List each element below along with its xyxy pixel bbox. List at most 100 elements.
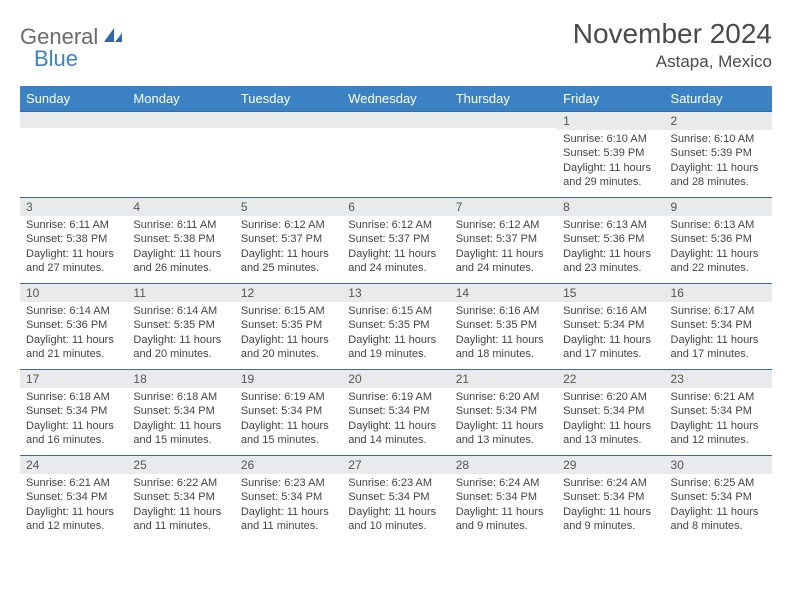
daylight-text: Daylight: 11 hours and 20 minutes. xyxy=(241,333,336,362)
day-number: 26 xyxy=(235,456,342,474)
header: General November 2024 Astapa, Mexico xyxy=(20,18,772,72)
sunset-text: Sunset: 5:34 PM xyxy=(563,490,658,504)
day-details: Sunrise: 6:15 AMSunset: 5:35 PMDaylight:… xyxy=(235,302,342,365)
daylight-text: Daylight: 11 hours and 13 minutes. xyxy=(563,419,658,448)
day-details: Sunrise: 6:24 AMSunset: 5:34 PMDaylight:… xyxy=(557,474,664,537)
daylight-text: Daylight: 11 hours and 29 minutes. xyxy=(563,161,658,190)
day-number xyxy=(235,112,342,128)
month-title: November 2024 xyxy=(573,18,772,50)
sunrise-text: Sunrise: 6:19 AM xyxy=(241,390,336,404)
day-number: 22 xyxy=(557,370,664,388)
day-cell xyxy=(20,112,127,198)
sunrise-text: Sunrise: 6:25 AM xyxy=(671,476,766,490)
daylight-text: Daylight: 11 hours and 11 minutes. xyxy=(133,505,228,534)
day-number: 5 xyxy=(235,198,342,216)
daylight-text: Daylight: 11 hours and 9 minutes. xyxy=(456,505,551,534)
day-cell xyxy=(450,112,557,198)
day-cell: 7Sunrise: 6:12 AMSunset: 5:37 PMDaylight… xyxy=(450,198,557,284)
day-details: Sunrise: 6:10 AMSunset: 5:39 PMDaylight:… xyxy=(665,130,772,193)
day-details: Sunrise: 6:13 AMSunset: 5:36 PMDaylight:… xyxy=(557,216,664,279)
weekday-header: Friday xyxy=(557,86,664,112)
day-cell xyxy=(127,112,234,198)
sunset-text: Sunset: 5:36 PM xyxy=(671,232,766,246)
day-cell: 18Sunrise: 6:18 AMSunset: 5:34 PMDayligh… xyxy=(127,370,234,456)
day-details: Sunrise: 6:24 AMSunset: 5:34 PMDaylight:… xyxy=(450,474,557,537)
day-cell: 15Sunrise: 6:16 AMSunset: 5:34 PMDayligh… xyxy=(557,284,664,370)
day-details: Sunrise: 6:19 AMSunset: 5:34 PMDaylight:… xyxy=(235,388,342,451)
day-number: 19 xyxy=(235,370,342,388)
daylight-text: Daylight: 11 hours and 17 minutes. xyxy=(563,333,658,362)
sunrise-text: Sunrise: 6:10 AM xyxy=(563,132,658,146)
day-number: 7 xyxy=(450,198,557,216)
day-number: 14 xyxy=(450,284,557,302)
sunrise-text: Sunrise: 6:11 AM xyxy=(133,218,228,232)
sunset-text: Sunset: 5:34 PM xyxy=(348,404,443,418)
day-number: 29 xyxy=(557,456,664,474)
sunset-text: Sunset: 5:35 PM xyxy=(133,318,228,332)
weekday-header: Monday xyxy=(127,86,234,112)
sunset-text: Sunset: 5:34 PM xyxy=(133,404,228,418)
sunset-text: Sunset: 5:37 PM xyxy=(456,232,551,246)
day-cell: 10Sunrise: 6:14 AMSunset: 5:36 PMDayligh… xyxy=(20,284,127,370)
sunset-text: Sunset: 5:34 PM xyxy=(671,490,766,504)
daylight-text: Daylight: 11 hours and 21 minutes. xyxy=(26,333,121,362)
weekday-header: Thursday xyxy=(450,86,557,112)
day-details xyxy=(342,128,449,134)
sunset-text: Sunset: 5:34 PM xyxy=(671,404,766,418)
day-cell: 3Sunrise: 6:11 AMSunset: 5:38 PMDaylight… xyxy=(20,198,127,284)
day-cell xyxy=(342,112,449,198)
week-row: 10Sunrise: 6:14 AMSunset: 5:36 PMDayligh… xyxy=(20,284,772,370)
day-cell: 24Sunrise: 6:21 AMSunset: 5:34 PMDayligh… xyxy=(20,456,127,542)
day-cell: 14Sunrise: 6:16 AMSunset: 5:35 PMDayligh… xyxy=(450,284,557,370)
weekday-header-row: Sunday Monday Tuesday Wednesday Thursday… xyxy=(20,86,772,112)
day-details: Sunrise: 6:16 AMSunset: 5:35 PMDaylight:… xyxy=(450,302,557,365)
day-number: 16 xyxy=(665,284,772,302)
day-details xyxy=(127,128,234,134)
day-details: Sunrise: 6:18 AMSunset: 5:34 PMDaylight:… xyxy=(127,388,234,451)
day-cell: 28Sunrise: 6:24 AMSunset: 5:34 PMDayligh… xyxy=(450,456,557,542)
sunrise-text: Sunrise: 6:23 AM xyxy=(241,476,336,490)
day-cell: 29Sunrise: 6:24 AMSunset: 5:34 PMDayligh… xyxy=(557,456,664,542)
sunrise-text: Sunrise: 6:11 AM xyxy=(26,218,121,232)
sunrise-text: Sunrise: 6:12 AM xyxy=(241,218,336,232)
day-number: 2 xyxy=(665,112,772,130)
title-block: November 2024 Astapa, Mexico xyxy=(573,18,772,72)
day-cell: 11Sunrise: 6:14 AMSunset: 5:35 PMDayligh… xyxy=(127,284,234,370)
sunset-text: Sunset: 5:34 PM xyxy=(133,490,228,504)
weekday-header: Tuesday xyxy=(235,86,342,112)
sunrise-text: Sunrise: 6:22 AM xyxy=(133,476,228,490)
day-details: Sunrise: 6:11 AMSunset: 5:38 PMDaylight:… xyxy=(20,216,127,279)
daylight-text: Daylight: 11 hours and 22 minutes. xyxy=(671,247,766,276)
week-row: 1Sunrise: 6:10 AMSunset: 5:39 PMDaylight… xyxy=(20,112,772,198)
day-details: Sunrise: 6:20 AMSunset: 5:34 PMDaylight:… xyxy=(557,388,664,451)
daylight-text: Daylight: 11 hours and 16 minutes. xyxy=(26,419,121,448)
daylight-text: Daylight: 11 hours and 12 minutes. xyxy=(671,419,766,448)
day-cell: 13Sunrise: 6:15 AMSunset: 5:35 PMDayligh… xyxy=(342,284,449,370)
day-details: Sunrise: 6:14 AMSunset: 5:35 PMDaylight:… xyxy=(127,302,234,365)
sunrise-text: Sunrise: 6:14 AM xyxy=(26,304,121,318)
day-number: 3 xyxy=(20,198,127,216)
daylight-text: Daylight: 11 hours and 24 minutes. xyxy=(456,247,551,276)
sunrise-text: Sunrise: 6:12 AM xyxy=(348,218,443,232)
day-details: Sunrise: 6:21 AMSunset: 5:34 PMDaylight:… xyxy=(665,388,772,451)
logo-blue-wrap: Blue xyxy=(34,46,78,72)
daylight-text: Daylight: 11 hours and 15 minutes. xyxy=(133,419,228,448)
day-number xyxy=(450,112,557,128)
day-details: Sunrise: 6:19 AMSunset: 5:34 PMDaylight:… xyxy=(342,388,449,451)
sunrise-text: Sunrise: 6:18 AM xyxy=(133,390,228,404)
day-cell: 6Sunrise: 6:12 AMSunset: 5:37 PMDaylight… xyxy=(342,198,449,284)
day-number: 1 xyxy=(557,112,664,130)
day-number: 8 xyxy=(557,198,664,216)
day-details: Sunrise: 6:21 AMSunset: 5:34 PMDaylight:… xyxy=(20,474,127,537)
daylight-text: Daylight: 11 hours and 20 minutes. xyxy=(133,333,228,362)
day-number: 18 xyxy=(127,370,234,388)
day-cell: 12Sunrise: 6:15 AMSunset: 5:35 PMDayligh… xyxy=(235,284,342,370)
day-number: 11 xyxy=(127,284,234,302)
day-cell: 25Sunrise: 6:22 AMSunset: 5:34 PMDayligh… xyxy=(127,456,234,542)
sunrise-text: Sunrise: 6:14 AM xyxy=(133,304,228,318)
daylight-text: Daylight: 11 hours and 9 minutes. xyxy=(563,505,658,534)
sunrise-text: Sunrise: 6:21 AM xyxy=(26,476,121,490)
sunrise-text: Sunrise: 6:10 AM xyxy=(671,132,766,146)
day-details: Sunrise: 6:12 AMSunset: 5:37 PMDaylight:… xyxy=(450,216,557,279)
sunrise-text: Sunrise: 6:21 AM xyxy=(671,390,766,404)
